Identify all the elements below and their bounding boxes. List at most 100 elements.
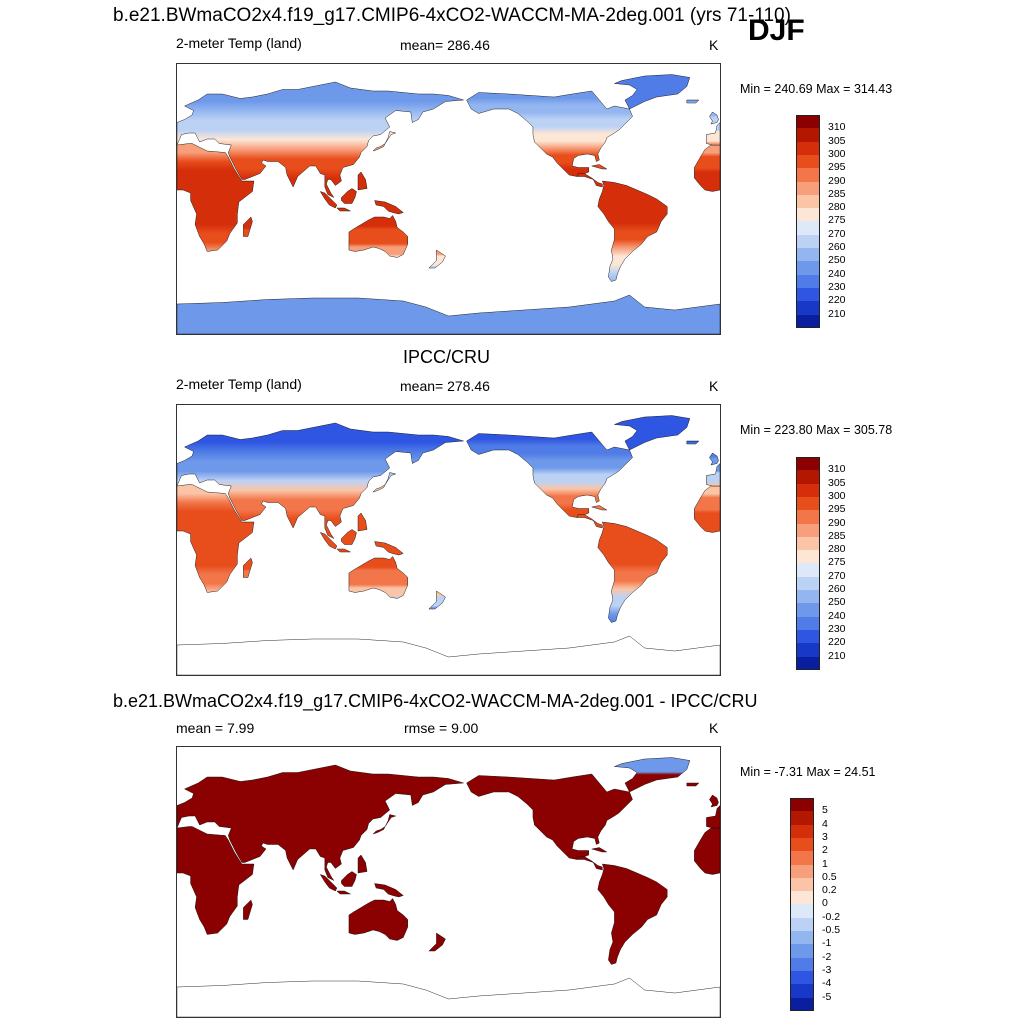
landmass-japan — [373, 473, 396, 493]
colorbar-swatch — [790, 997, 814, 1012]
colorbar-swatch — [796, 496, 820, 511]
colorbar-swatch — [796, 643, 820, 657]
colorbar-tick-label: 3 — [822, 830, 828, 843]
colorbar-swatch — [790, 877, 814, 892]
landmass-southAmerica — [598, 864, 667, 965]
colorbar-swatch — [796, 470, 820, 485]
panel1-units-label: K — [709, 37, 719, 53]
colorbar-tick-label: 250 — [828, 254, 846, 267]
landmass-africaW — [177, 485, 254, 593]
panel2-map-plot — [177, 405, 720, 675]
landmass-madagascar — [243, 900, 252, 920]
colorbar-swatch — [790, 984, 814, 998]
colorbar-swatch — [796, 141, 820, 156]
landmass-borneo — [341, 872, 356, 887]
colorbar-tick-label: 310 — [828, 463, 846, 476]
colorbar-tick-label: 275 — [828, 556, 846, 569]
landmass-sumatra — [320, 533, 337, 550]
season-label: DJF — [748, 14, 805, 47]
colorbar-swatch — [796, 523, 820, 538]
colorbar-tick-label: 305 — [828, 476, 846, 489]
colorbar-tick-label: 280 — [828, 543, 846, 556]
colorbar-swatch — [796, 128, 820, 143]
colorbar-tick-label: 305 — [828, 134, 846, 147]
landmass-australia — [349, 899, 408, 941]
colorbar-swatch — [790, 837, 814, 852]
panel2-map — [176, 404, 721, 676]
colorbar-swatch — [790, 864, 814, 879]
colorbar-swatch — [796, 616, 820, 631]
colorbar-tick-label: -1 — [822, 937, 832, 950]
figure-title: b.e21.BWmaCO2x4.f19_g17.CMIP6-4xCO2-WACC… — [113, 5, 791, 26]
colorbar-tick-label: 210 — [828, 307, 846, 320]
colorbar-tick-label: 260 — [828, 241, 846, 253]
colorbar-tick-label: 300 — [828, 489, 846, 502]
colorbar-swatch — [796, 261, 820, 276]
landmass-newZealand — [429, 591, 446, 609]
landmass-madagascar — [243, 217, 252, 237]
landmass-antarctica — [177, 295, 720, 334]
landmass-borneo — [341, 189, 356, 204]
landmass-japan — [373, 132, 396, 152]
colorbar-swatch — [796, 194, 820, 209]
colorbar-swatch — [790, 957, 814, 972]
colorbar-tick-label: 260 — [828, 583, 846, 595]
landmass-java — [337, 208, 351, 211]
landmass-japan — [373, 815, 396, 835]
landmass-madagascar — [243, 558, 252, 578]
colorbar-swatch — [796, 208, 820, 222]
landmass-iceland — [687, 783, 699, 786]
panel3-map — [176, 746, 721, 1018]
landmass-newZealand — [429, 933, 446, 951]
landmass-centralAmerica — [577, 515, 603, 529]
landmass-sumatra — [320, 192, 337, 209]
landmass-sumatra — [320, 875, 337, 892]
colorbar-tick-label: -5 — [822, 990, 832, 1003]
panel2-mean-label: mean= 278.46 — [400, 378, 490, 394]
colorbar-tick-label: 210 — [828, 649, 846, 662]
colorbar-swatch — [790, 891, 814, 905]
colorbar-swatch — [796, 154, 820, 169]
panel3-rmse-label: rmse = 9.00 — [404, 720, 479, 736]
landmass-antarctica — [177, 978, 720, 1017]
colorbar-tick-label: -3 — [822, 963, 832, 976]
colorbar-swatch — [790, 824, 814, 839]
landmass-eurasiaE — [706, 123, 720, 146]
landmass-centralAmerica — [577, 174, 603, 188]
landmass-northAmerica — [467, 91, 633, 177]
landmass-java — [337, 891, 351, 894]
panel1-minmax-label: Min = 240.69 Max = 314.43 — [740, 82, 893, 96]
colorbar-swatch — [796, 629, 820, 644]
colorbar-tick-label: -0.2 — [822, 910, 841, 923]
colorbar-swatch — [796, 457, 820, 471]
colorbar-tick-label: 270 — [828, 227, 846, 240]
landmass-australia — [349, 216, 408, 258]
colorbar-swatch — [796, 603, 820, 618]
colorbar-tick-label: -0.5 — [822, 924, 841, 936]
colorbar-tick-label: 220 — [828, 636, 846, 649]
colorbar-swatch — [796, 248, 820, 262]
colorbar-swatch — [796, 510, 820, 524]
colorbar-tick-label: 5 — [822, 804, 828, 817]
colorbar-tick-label: 220 — [828, 294, 846, 307]
colorbar-tick-label: 280 — [828, 201, 846, 214]
landmass-centralAmerica — [577, 857, 603, 871]
landmass-cuba — [592, 848, 607, 853]
colorbar-swatch — [796, 274, 820, 289]
panel3-title: b.e21.BWmaCO2x4.f19_g17.CMIP6-4xCO2-WACC… — [113, 691, 758, 711]
landmass-philippines — [358, 513, 367, 531]
landmass-iceland — [687, 100, 699, 103]
colorbar-tick-label: 285 — [828, 187, 846, 200]
panel1-mean-label: mean= 286.46 — [400, 37, 490, 53]
colorbar-swatch — [796, 314, 820, 329]
landmass-eurasia — [177, 765, 464, 881]
landmass-australia — [349, 557, 408, 599]
landmass-philippines — [358, 172, 367, 190]
landmass-southAmerica — [598, 522, 667, 623]
colorbar-swatch — [790, 811, 814, 826]
colorbar-tick-label: 4 — [822, 817, 828, 830]
colorbar-swatch — [796, 590, 820, 604]
colorbar-swatch — [790, 904, 814, 919]
panel2-title: IPCC/CRU — [403, 347, 491, 367]
colorbar-tick-label: 250 — [828, 596, 846, 609]
